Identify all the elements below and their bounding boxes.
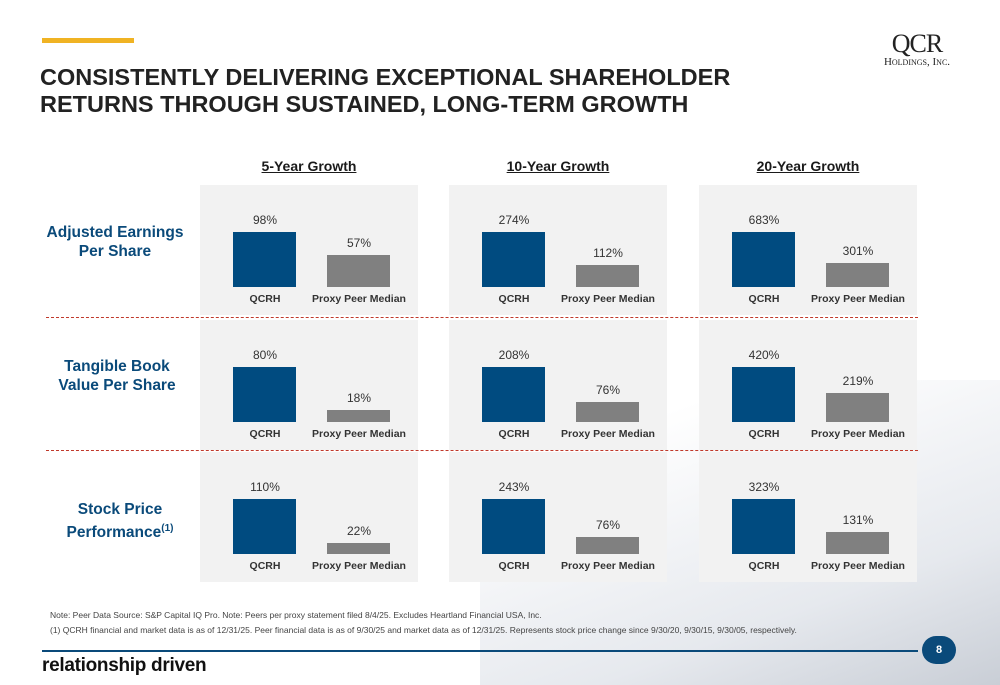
- logo-qcr: QCR: [891, 29, 943, 58]
- category-label: Proxy Peer Median: [561, 560, 655, 572]
- bar-qcrh: [732, 499, 795, 554]
- row-divider: [46, 450, 918, 451]
- bar-peer: [576, 401, 639, 422]
- column-header-20yr: 20-Year Growth: [756, 158, 860, 174]
- category-label: QCRH: [748, 428, 780, 440]
- logo-holdings: Holdings, Inc.: [883, 56, 951, 68]
- category-label: Proxy Peer Median: [312, 560, 406, 572]
- bar-peer: [576, 264, 639, 287]
- bar-peer: [327, 255, 390, 287]
- chart-panel: 80% QCRH 18% Proxy Peer Median: [200, 320, 418, 450]
- chart-panel: 243% QCRH 76% Proxy Peer Median: [449, 452, 667, 582]
- data-label: 22%: [346, 524, 372, 538]
- bar-qcrh: [732, 232, 795, 287]
- row-divider: [46, 317, 918, 318]
- data-label: 80%: [252, 348, 278, 362]
- column-header-10yr: 10-Year Growth: [506, 158, 610, 174]
- data-label: 18%: [346, 390, 372, 405]
- category-label: QCRH: [498, 428, 530, 440]
- bar-peer: [327, 409, 390, 422]
- category-label: Proxy Peer Median: [811, 560, 905, 572]
- title-line-1: CONSISTENTLY DELIVERING EXCEPTIONAL SHAR…: [40, 64, 731, 90]
- category-label: Proxy Peer Median: [561, 293, 655, 305]
- data-label: 112%: [593, 245, 623, 260]
- tagline: relationship driven: [42, 655, 207, 676]
- category-label: QCRH: [249, 560, 281, 572]
- category-label: Proxy Peer Median: [312, 293, 406, 305]
- data-label: 420%: [748, 348, 780, 362]
- data-label: 110%: [250, 480, 280, 494]
- data-label: 683%: [748, 213, 780, 227]
- data-label: 243%: [498, 480, 530, 494]
- data-label: 274%: [498, 213, 530, 227]
- bar-qcrh: [233, 232, 296, 287]
- category-label: QCRH: [498, 560, 530, 572]
- category-label: QCRH: [498, 293, 530, 305]
- category-label: QCRH: [748, 293, 780, 305]
- category-label: QCRH: [748, 560, 780, 572]
- page-title: CONSISTENTLY DELIVERING EXCEPTIONAL SHAR…: [40, 64, 730, 118]
- accent-bar: [42, 38, 134, 43]
- bar-peer: [826, 531, 889, 554]
- category-label: QCRH: [249, 428, 281, 440]
- bar-qcrh: [482, 367, 545, 422]
- chart-panel: 323% QCRH 131% Proxy Peer Median: [699, 452, 917, 582]
- company-logo: QCR Holdings, Inc.: [862, 29, 972, 69]
- column-header-5yr: 5-Year Growth: [261, 158, 357, 174]
- data-label: 76%: [595, 382, 621, 397]
- category-label: Proxy Peer Median: [811, 428, 905, 440]
- row-label-eps: Adjusted Earnings Per Share: [46, 224, 184, 260]
- row-label-stock-text: Stock Price Performance: [66, 501, 163, 542]
- bar-peer: [826, 393, 889, 422]
- bar-qcrh: [233, 367, 296, 422]
- chart-panel: 208% QCRH 76% Proxy Peer Median: [449, 320, 667, 450]
- chart-panel: 420% QCRH 219% Proxy Peer Median: [699, 320, 917, 450]
- chart-panel: 110% QCRH 22% Proxy Peer Median: [200, 452, 418, 582]
- category-label: Proxy Peer Median: [312, 428, 406, 440]
- data-label: 208%: [498, 348, 530, 362]
- category-label: QCRH: [249, 293, 281, 305]
- page-number: 8: [922, 636, 956, 664]
- bar-qcrh: [732, 367, 795, 422]
- category-label: Proxy Peer Median: [811, 293, 905, 305]
- data-label: 76%: [595, 517, 621, 532]
- data-label: 98%: [252, 213, 278, 227]
- category-label: Proxy Peer Median: [561, 428, 655, 440]
- bar-peer: [826, 262, 889, 287]
- bar-peer: [327, 543, 390, 554]
- footnote-1: (1) QCRH financial and market data is as…: [50, 625, 797, 635]
- data-label: 131%: [842, 512, 874, 527]
- bar-peer: [576, 536, 639, 554]
- row-label-tbv: Tangible Book Value Per Share: [58, 358, 176, 394]
- footnote-ref: (1): [161, 523, 174, 534]
- footer-rule: [42, 650, 918, 652]
- chart-panel: 98% QCRH 57% Proxy Peer Median: [200, 185, 418, 315]
- data-label: 301%: [842, 243, 874, 258]
- bar-qcrh: [233, 499, 296, 554]
- title-line-2: RETURNS THROUGH SUSTAINED, LONG-TERM GRO…: [40, 91, 689, 117]
- data-label: 57%: [346, 236, 372, 250]
- chart-panel: 274% QCRH 112% Proxy Peer Median: [449, 185, 667, 315]
- data-label: 323%: [748, 480, 780, 494]
- bar-qcrh: [482, 499, 545, 554]
- chart-panel: 683% QCRH 301% Proxy Peer Median: [699, 185, 917, 315]
- source-note: Note: Peer Data Source: S&P Capital IQ P…: [50, 610, 542, 620]
- row-label-stock: Stock Price Performance(1): [40, 500, 200, 542]
- bar-qcrh: [482, 232, 545, 287]
- data-label: 219%: [842, 374, 874, 389]
